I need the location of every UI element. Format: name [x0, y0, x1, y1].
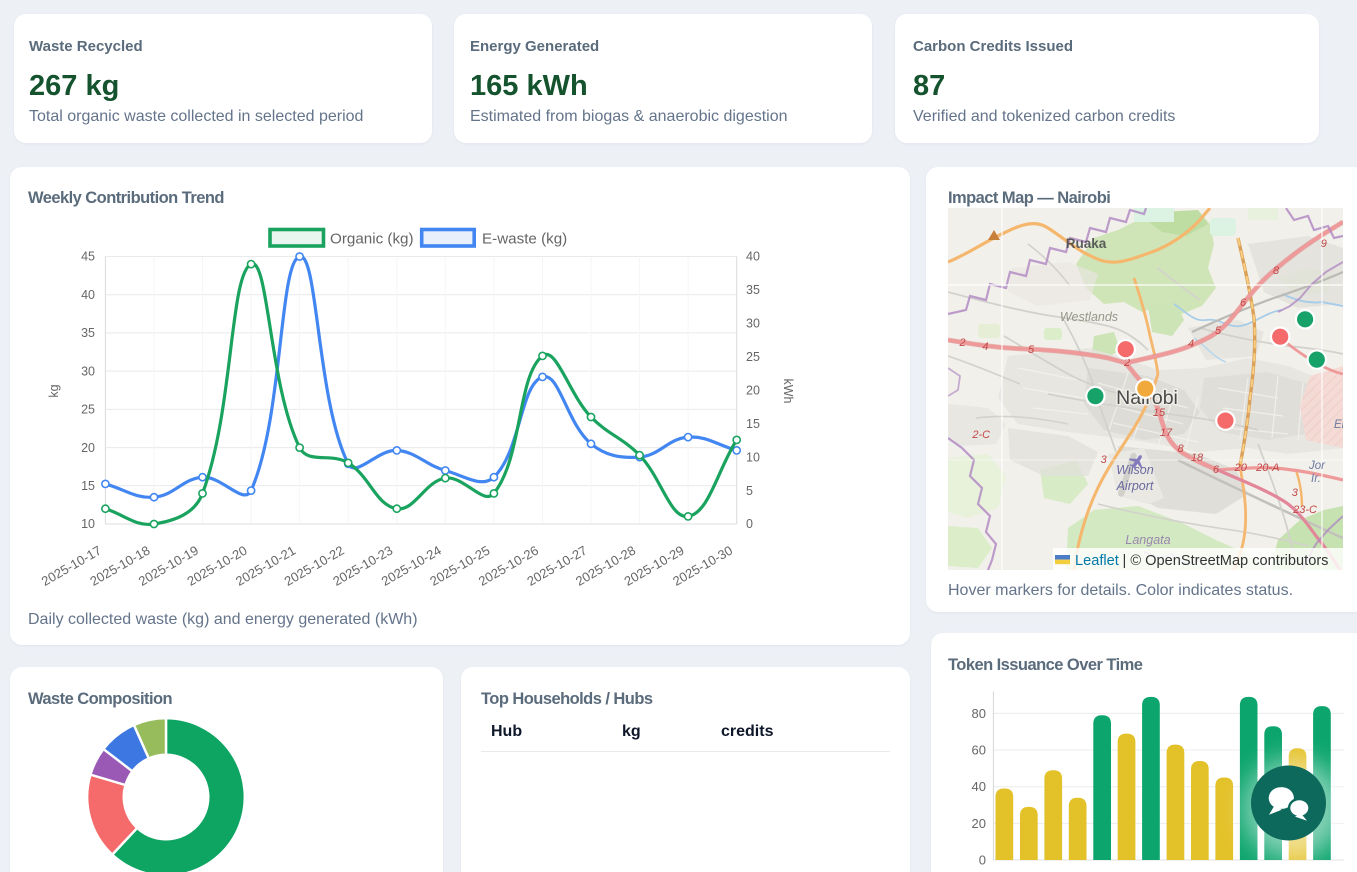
svg-text:6: 6	[1240, 297, 1247, 309]
svg-text:60: 60	[972, 743, 986, 758]
svg-text:5: 5	[746, 484, 753, 498]
svg-text:30: 30	[746, 317, 760, 331]
svg-text:30: 30	[81, 364, 95, 378]
svg-text:Ir.: Ir.	[1311, 473, 1321, 485]
svg-text:20: 20	[972, 816, 986, 831]
svg-text:25: 25	[81, 403, 95, 417]
svg-text:20: 20	[746, 383, 760, 397]
svg-text:kg: kg	[47, 384, 61, 397]
svg-text:20: 20	[81, 441, 95, 455]
svg-text:2: 2	[958, 337, 965, 349]
svg-text:20: 20	[1234, 462, 1248, 474]
svg-text:2-C: 2-C	[971, 429, 990, 441]
svg-text:40: 40	[81, 288, 95, 302]
svg-text:10: 10	[746, 450, 760, 464]
svg-text:Leaflet: Leaflet	[1075, 553, 1119, 569]
svg-text:Jor: Jor	[1308, 460, 1326, 472]
svg-text:En: En	[1334, 419, 1348, 431]
svg-text:6: 6	[1213, 464, 1220, 476]
svg-text:8: 8	[1178, 443, 1185, 455]
svg-text:45: 45	[81, 250, 95, 264]
svg-text:Ruaka: Ruaka	[1066, 236, 1107, 251]
svg-text:35: 35	[81, 326, 95, 340]
svg-text:2: 2	[1123, 357, 1130, 369]
svg-text:40: 40	[746, 250, 760, 264]
svg-text:Airport: Airport	[1116, 479, 1154, 493]
svg-text:Westlands: Westlands	[1060, 310, 1118, 324]
svg-text:E-waste (kg): E-waste (kg)	[482, 231, 567, 248]
svg-text:15: 15	[1153, 407, 1166, 419]
svg-text:3: 3	[1101, 454, 1108, 466]
svg-text:4: 4	[982, 341, 988, 353]
svg-text:| © OpenStreetMap contributors: | © OpenStreetMap contributors	[1123, 553, 1329, 569]
svg-text:4: 4	[1188, 338, 1194, 350]
svg-text:25: 25	[746, 350, 760, 364]
svg-text:0: 0	[979, 853, 986, 868]
svg-text:8: 8	[1273, 265, 1280, 277]
svg-text:40: 40	[972, 779, 986, 794]
svg-text:0: 0	[746, 517, 753, 531]
svg-text:23-C: 23-C	[1292, 504, 1317, 516]
svg-text:18: 18	[1191, 452, 1204, 464]
svg-text:9: 9	[1321, 238, 1327, 250]
svg-text:80: 80	[972, 706, 986, 721]
svg-text:Organic (kg): Organic (kg)	[330, 231, 414, 248]
svg-text:17: 17	[1160, 427, 1173, 439]
svg-text:Langata: Langata	[1125, 533, 1170, 547]
svg-text:15: 15	[81, 479, 95, 493]
svg-text:5: 5	[1028, 344, 1035, 356]
svg-text:15: 15	[746, 417, 760, 431]
svg-text:20-A: 20-A	[1255, 462, 1279, 474]
svg-text:10: 10	[81, 517, 95, 531]
svg-text:3: 3	[1292, 487, 1299, 499]
svg-text:Wilson: Wilson	[1116, 463, 1153, 477]
svg-text:35: 35	[746, 283, 760, 297]
svg-text:5: 5	[1215, 325, 1222, 337]
svg-text:kWh: kWh	[781, 379, 795, 404]
